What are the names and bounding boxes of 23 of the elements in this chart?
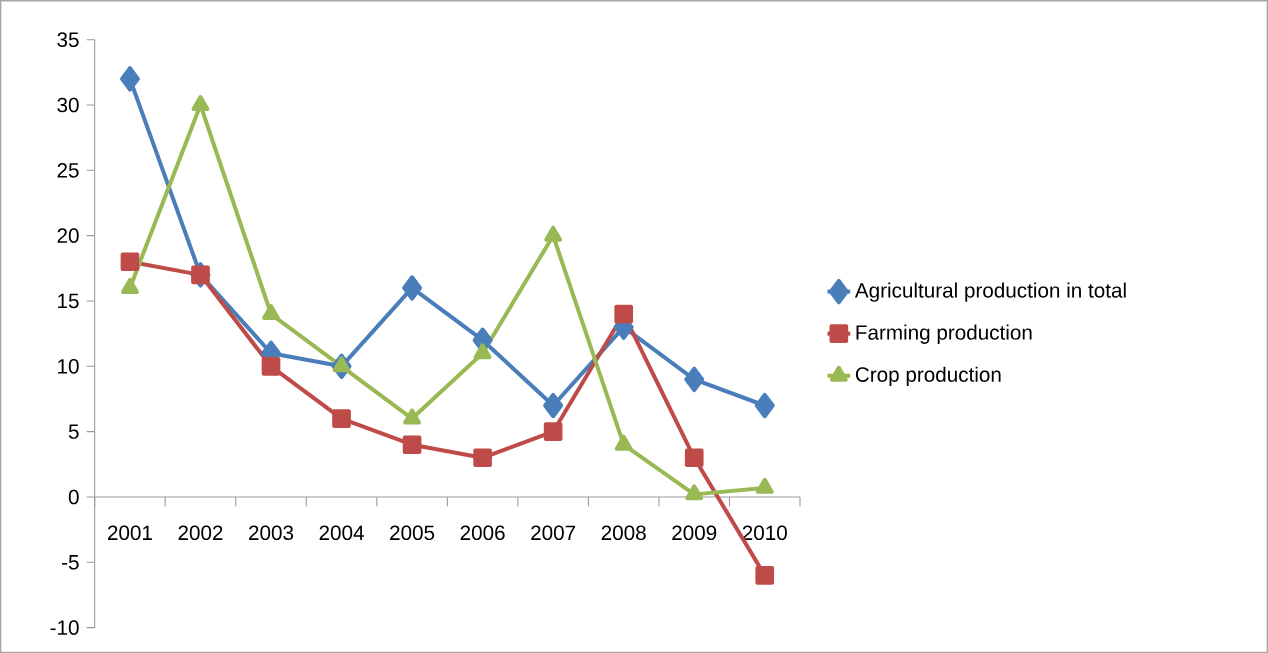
x-tick-label: 2010 — [742, 525, 787, 541]
x-tick-label: 2005 — [390, 525, 435, 541]
y-tick-label: 15 — [58, 293, 79, 309]
x-tick-label: 2001 — [108, 525, 152, 541]
y-tick-label: 10 — [58, 359, 79, 374]
x-tick-label: 2009 — [672, 525, 717, 541]
x-tick-label: 2004 — [319, 525, 364, 541]
y-tick-label: 20 — [57, 228, 79, 243]
x-tick-label: 2007 — [531, 525, 576, 541]
y-tick-label: -5 — [62, 555, 79, 570]
x-tick-label: 2002 — [178, 525, 223, 541]
x-tick-label: 2003 — [249, 525, 294, 541]
y-tick-label: 35 — [57, 32, 79, 47]
legend-label: Agricultural production in total — [854, 282, 1126, 302]
y-tick-label: 5 — [68, 424, 79, 439]
x-tick-label: 2008 — [601, 525, 646, 541]
legend-label: Crop production — [855, 366, 1001, 386]
y-tick-label: -10 — [50, 620, 79, 635]
y-tick-label: 25 — [57, 163, 79, 178]
legend-label: Farming production — [856, 324, 1032, 344]
x-tick-label: 2006 — [460, 525, 505, 541]
y-tick-label: 0 — [68, 489, 79, 505]
y-tick-label: 30 — [57, 97, 79, 113]
